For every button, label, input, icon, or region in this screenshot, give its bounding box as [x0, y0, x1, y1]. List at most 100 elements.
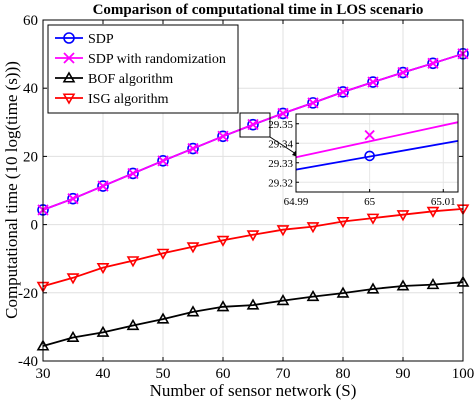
x-tick-label: 30	[36, 366, 51, 382]
data-point	[127, 167, 139, 180]
x-tick-label: 50	[156, 366, 171, 382]
y-tick-label: 60	[23, 13, 38, 29]
inset-series	[295, 121, 459, 171]
data-point	[187, 142, 199, 155]
legend-entries: SDP SDP with randomization BOF algorithm IS…	[55, 32, 226, 107]
data-point	[396, 210, 410, 222]
data-point	[246, 298, 260, 310]
inset-x-tick-label: 65.01	[431, 196, 456, 208]
series-sdp-with-randomization	[37, 48, 469, 216]
inset-y-tick-label: 29.32	[268, 177, 293, 189]
data-point	[186, 242, 200, 254]
series-bof-algorithm	[36, 275, 470, 351]
data-point	[157, 155, 169, 167]
chart-title: Comparison of computational time in LOS …	[93, 2, 424, 18]
inset-background	[296, 114, 458, 192]
series-line	[42, 281, 464, 347]
data-point	[66, 273, 80, 285]
data-point	[306, 222, 320, 234]
data-point	[426, 278, 440, 290]
legend-swatch-marker	[63, 32, 75, 44]
data-point	[337, 86, 349, 98]
inset-frame	[295, 113, 459, 193]
x-tick-label: 100	[452, 366, 474, 382]
x-tick-label: 40	[96, 366, 111, 382]
legend-swatch-marker	[62, 93, 76, 105]
data-point	[396, 279, 410, 291]
y-tick-label: -40	[18, 354, 38, 370]
data-point	[397, 66, 409, 79]
inset-plot: 64.99 65 65.01 29.32 29.33 29.34 29.35	[268, 113, 459, 208]
inset-sdp-marker	[364, 150, 375, 162]
data-point	[217, 130, 229, 142]
x-tick-label: 70	[276, 366, 291, 382]
data-point	[97, 180, 109, 192]
inset-x-tick-label: 65	[364, 196, 376, 208]
data-point	[276, 225, 290, 237]
data-point	[97, 180, 109, 192]
y-axis-ticks: -40 -20 0 20 40 60	[18, 13, 463, 370]
legend-entry-sdp-with-randomization: SDP with randomization	[55, 52, 226, 67]
y-tick-label: 20	[23, 149, 38, 165]
data-point	[307, 97, 319, 109]
data-point	[66, 330, 80, 343]
legend-swatch-marker	[63, 52, 75, 64]
legend: SDP SDP with randomization BOF algorithm IS…	[47, 24, 239, 114]
y-axis-label: Computational time (10 log(time (s)))	[2, 61, 21, 319]
zoom-arrow	[269, 136, 297, 155]
data-point	[67, 193, 79, 205]
data-point	[216, 300, 230, 312]
data-point	[96, 263, 110, 275]
data-point	[337, 86, 349, 98]
x-axis-ticks: 30 40 50 60 70 80 90 100	[36, 20, 474, 382]
data-point	[276, 294, 290, 306]
data-point	[126, 256, 140, 268]
inset-x-tick-label: 64.99	[284, 196, 309, 208]
series-line	[42, 208, 464, 288]
y-tick-label: 40	[23, 81, 38, 97]
data-point	[427, 57, 439, 70]
inset-y-tick-label: 29.35	[268, 119, 293, 131]
legend-label: ISG algorithm	[88, 92, 169, 107]
data-point	[306, 289, 320, 302]
data-point	[277, 107, 289, 120]
data-point	[247, 118, 259, 131]
inset-randomization-line	[295, 121, 459, 159]
legend-label: SDP with randomization	[88, 52, 226, 67]
x-tick-label: 90	[396, 366, 411, 382]
data-point	[67, 192, 79, 205]
data-point	[246, 230, 260, 242]
y-tick-label: -20	[18, 286, 38, 302]
legend-swatch-marker	[62, 71, 76, 83]
data-point	[397, 66, 409, 79]
data-point	[186, 305, 200, 317]
data-point	[217, 130, 229, 143]
legend-label: SDP	[88, 32, 114, 47]
data-point	[127, 167, 139, 180]
inset-sdp-line	[295, 140, 459, 171]
data-point	[96, 325, 110, 337]
data-point	[336, 286, 350, 298]
data-point	[426, 206, 440, 218]
data-point	[336, 216, 350, 229]
legend-entry-bof-algorithm: BOF algorithm	[55, 71, 173, 87]
data-point	[187, 142, 199, 155]
inset-grid	[295, 114, 458, 192]
data-point	[427, 57, 439, 69]
data-point	[157, 155, 169, 167]
data-point	[277, 107, 289, 120]
data-point	[126, 318, 140, 331]
legend-entry-isg-algorithm: ISG algorithm	[55, 92, 169, 107]
data-point	[156, 312, 170, 324]
inset-randomization-marker	[364, 129, 375, 141]
data-point	[367, 76, 379, 88]
data-point	[366, 213, 380, 225]
inset-y-tick-label: 29.33	[268, 158, 293, 170]
data-point	[307, 97, 319, 109]
plot-frame	[42, 19, 464, 362]
data-point	[216, 235, 230, 247]
x-tick-label: 80	[336, 366, 351, 382]
data-point	[366, 282, 380, 294]
legend-entry-sdp: SDP	[55, 32, 114, 47]
